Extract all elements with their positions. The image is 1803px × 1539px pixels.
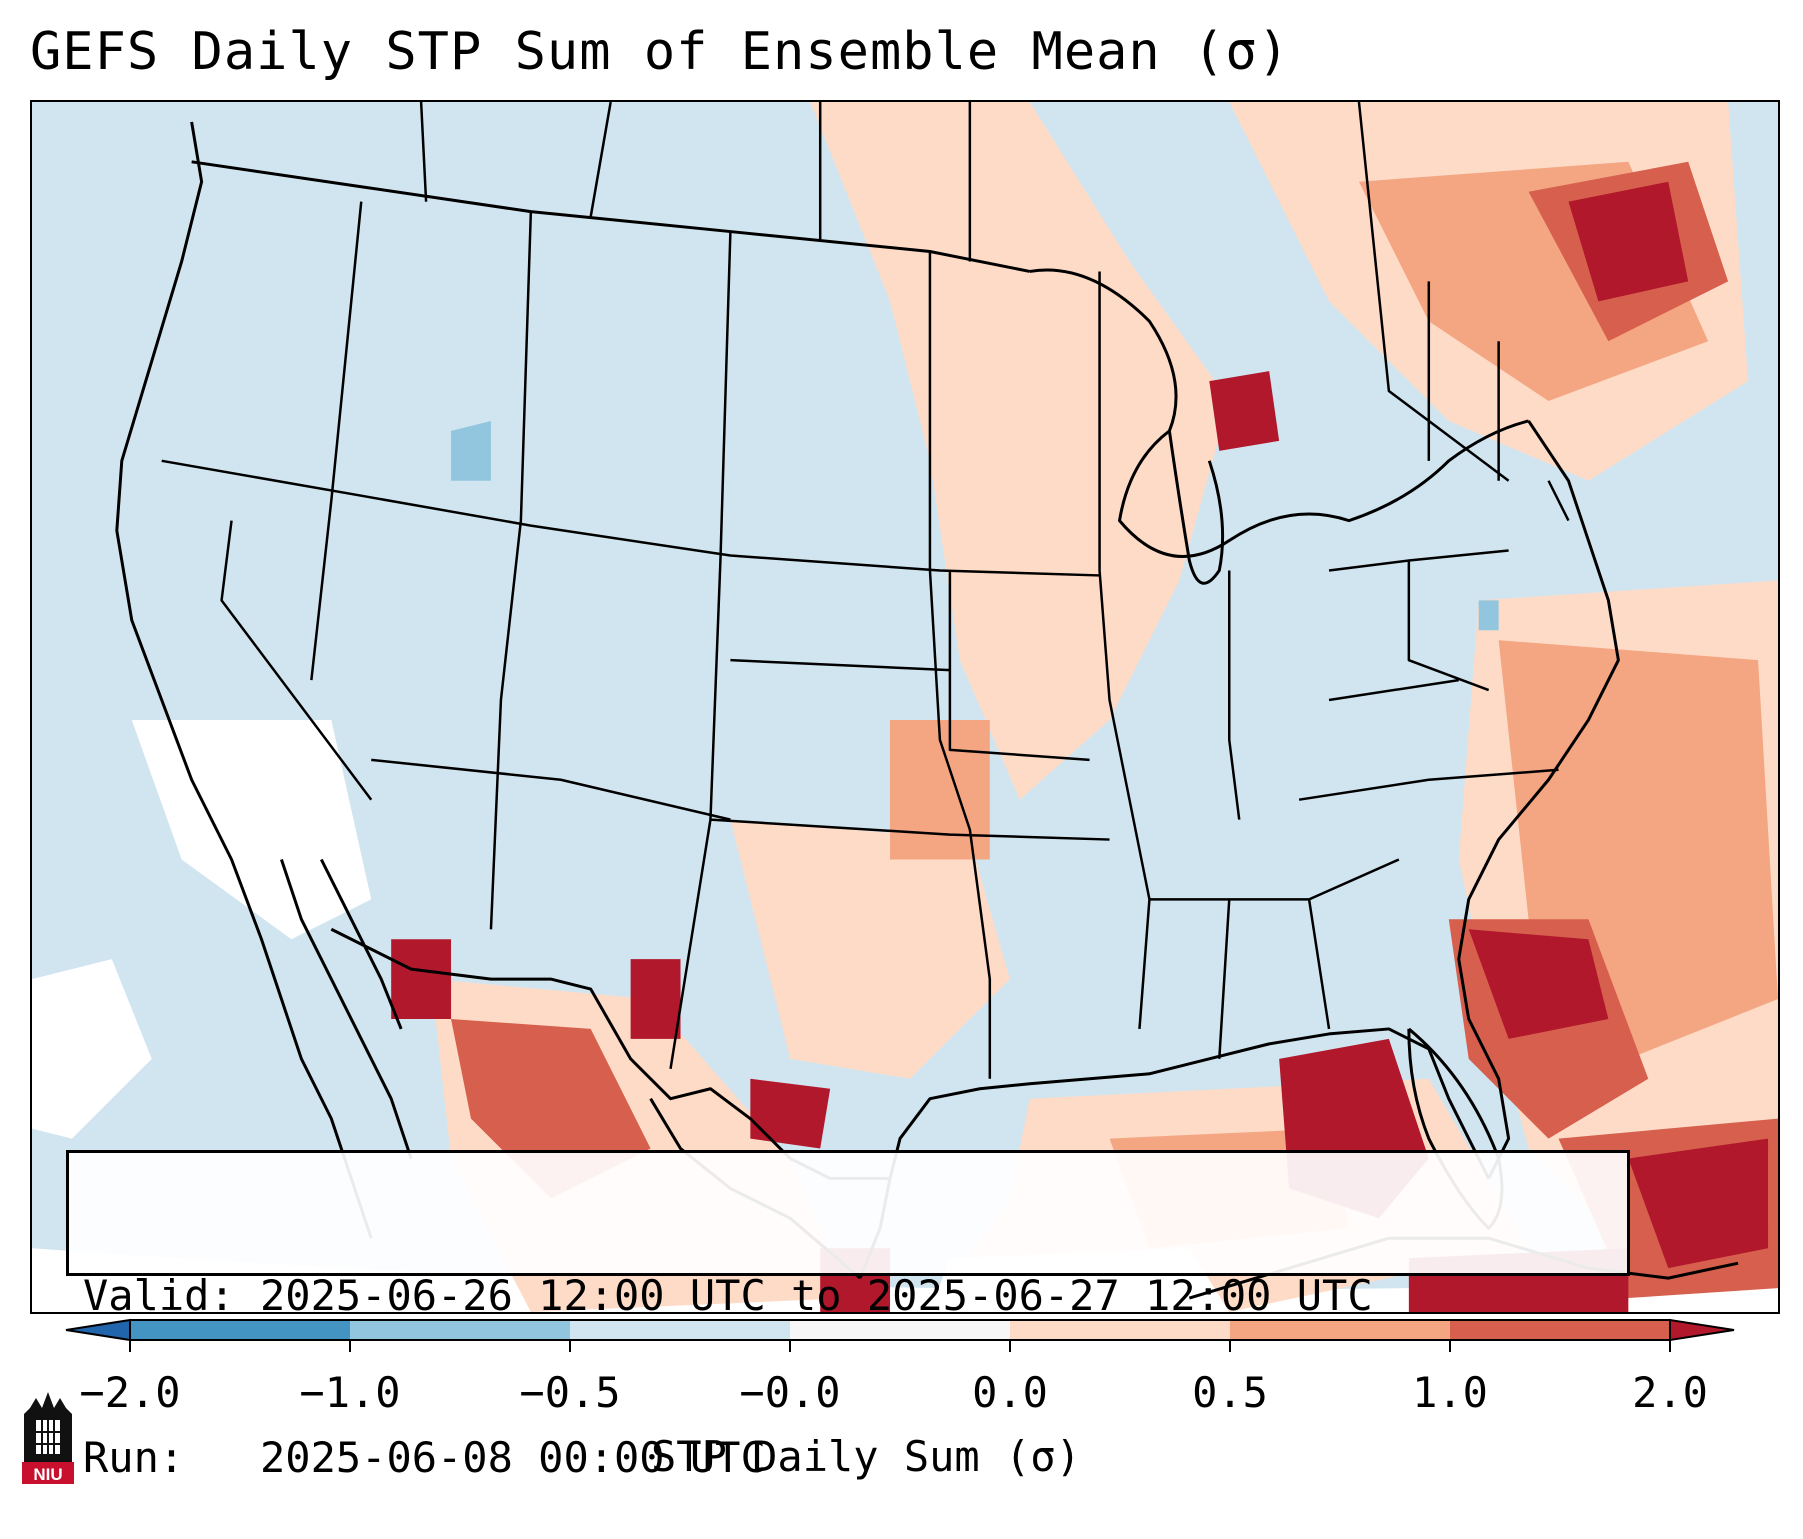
- colorbar-ticklabel: 0.0: [972, 1368, 1048, 1417]
- colorbar-bin-0.0-to-0.5: [1010, 1320, 1230, 1340]
- run-label: Run:: [83, 1433, 185, 1482]
- anomaly-patch-slight-negative: [451, 420, 491, 481]
- colorbar-bin-0.5-to-1.0: [1230, 1320, 1450, 1340]
- canada-province-lines: [419, 102, 1510, 482]
- run-value: 2025-06-08 00:00 UTC: [260, 1433, 766, 1482]
- lake-michigan: [1167, 430, 1225, 585]
- colorbar-outline: [129, 1319, 1671, 1341]
- great-lakes: [1029, 268, 1529, 558]
- colorbar-bin-zero: [790, 1320, 1010, 1340]
- chart-title: GEFS Daily STP Sum of Ensemble Mean (σ): [30, 22, 1290, 82]
- valid-value: 2025-06-26 12:00 UTC to 2025-06-27 12:00…: [260, 1271, 1373, 1320]
- west-coastline: [115, 121, 373, 1239]
- baja-coastline: [280, 858, 413, 1159]
- anomaly-patch-strong-positive: [391, 939, 452, 1019]
- colorbar-ticklabel: 2.0: [1632, 1368, 1708, 1417]
- niu-logo: NIU: [22, 1392, 74, 1484]
- anomaly-patch-strong-positive: [630, 959, 681, 1039]
- colorbar-ticklabel: −0.0: [739, 1368, 841, 1417]
- anomaly-patch-strong-positive: [1568, 181, 1689, 302]
- colorbar-ticklabel: −0.5: [519, 1368, 621, 1417]
- state-lines: [161, 201, 1570, 1079]
- anomaly-patch-slight-positive: [810, 102, 1230, 800]
- anomaly-patch-neutral: [131, 719, 372, 940]
- colorbar-ticklabel: −1.0: [299, 1368, 401, 1417]
- valid-row: Valid: 2025-06-26 12:00 UTC to 2025-06-2…: [83, 1269, 1613, 1323]
- map-panel: [30, 100, 1780, 1314]
- anomaly-patch-weak-positive: [890, 719, 990, 860]
- colorbar-bin-1.0-to-2.0: [1450, 1320, 1670, 1340]
- valid-time-box: Valid: 2025-06-26 12:00 UTC to 2025-06-2…: [66, 1150, 1630, 1482]
- anomaly-patch-strong-positive: [1468, 929, 1609, 1039]
- anomaly-patch-neutral: [32, 959, 152, 1139]
- colorbar-bin--2.0-to-1.0: [130, 1320, 350, 1340]
- anomaly-patch-slight-negative: [1478, 600, 1499, 631]
- canada-us-border: [191, 160, 1031, 273]
- logo-badge-icon: [22, 1462, 74, 1484]
- colorbar-label: STP Daily Sum (σ): [651, 1432, 1081, 1481]
- valid-label: Valid:: [83, 1271, 235, 1320]
- colorbar-ticklabel: 0.5: [1192, 1368, 1268, 1417]
- colorbar-extend-high: [1669, 1318, 1735, 1342]
- colorbar: [65, 1318, 1735, 1352]
- colorbar-extend-low: [65, 1318, 131, 1342]
- colorbar-bin--0.5-to-0.0: [570, 1320, 790, 1340]
- stp-anomaly-map: [32, 102, 1778, 1312]
- anomaly-patch-slight-positive: [730, 819, 1010, 1079]
- colorbar-ticklabel: −2.0: [79, 1368, 181, 1417]
- anomaly-patch-strong-positive: [1628, 1138, 1769, 1269]
- colorbar-bin--1.0-to-0.5: [350, 1320, 570, 1340]
- anomaly-field: [32, 102, 1778, 1312]
- east-coastline: [1457, 420, 1620, 1180]
- anomaly-patch-strong-positive: [750, 1078, 831, 1149]
- colorbar-ticklabel: 1.0: [1412, 1368, 1488, 1417]
- run-row: Run: 2025-06-08 00:00 UTC: [83, 1431, 1613, 1485]
- anomaly-patch-strong-positive: [1209, 371, 1280, 451]
- logo-text: NIU: [33, 1465, 62, 1484]
- logo-grid-icon: [36, 1420, 60, 1454]
